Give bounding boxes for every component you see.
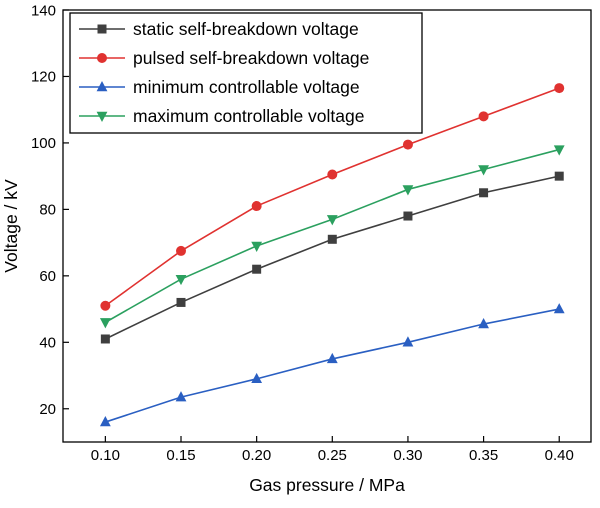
marker-circle — [251, 201, 262, 212]
marker-triangle-down — [96, 111, 108, 122]
marker-triangle-up — [175, 391, 187, 402]
marker-triangle-down — [99, 318, 111, 329]
legend-box — [69, 12, 423, 134]
marker-square — [554, 171, 564, 181]
x-tick-label: 0.35 — [469, 447, 498, 464]
marker-triangle-up — [326, 352, 338, 364]
legend-item-2: minimum controllable voltage — [79, 77, 360, 97]
legend-label: minimum controllable voltage — [133, 77, 360, 97]
marker-triangle-down — [553, 145, 565, 156]
marker-triangle-down — [478, 165, 489, 176]
legend-label: pulsed self-breakdown voltage — [133, 48, 369, 68]
legend-item-3: maximum controllable voltage — [79, 106, 365, 126]
legend-label: static self-breakdown voltage — [133, 19, 359, 39]
y-tick-label: 120 — [31, 69, 56, 86]
x-tick-label: 0.40 — [545, 447, 574, 464]
series-3 — [99, 145, 565, 329]
legend: static self-breakdown voltage pulsed self… — [69, 12, 423, 134]
x-axis: 0.10 0.15 0.20 0.25 0.30 0.35 0.40 — [91, 436, 574, 464]
marker-circle — [100, 300, 111, 311]
marker-circle — [554, 83, 565, 94]
marker-circle — [327, 169, 338, 180]
series-line — [105, 175, 560, 340]
marker-triangle-down — [251, 241, 263, 252]
marker-square — [327, 234, 337, 244]
marker-square — [97, 24, 107, 34]
legend-item-1: pulsed self-breakdown voltage — [79, 48, 369, 68]
y-tick-label: 140 — [31, 2, 56, 19]
marker-triangle-up — [553, 303, 565, 314]
marker-square — [479, 188, 489, 198]
marker-triangle-down — [175, 274, 187, 286]
series-2 — [99, 303, 565, 427]
marker-circle — [478, 111, 489, 122]
marker-square — [252, 264, 262, 274]
marker-triangle-up — [251, 372, 263, 384]
x-tick-label: 0.25 — [318, 447, 347, 464]
series-1 — [100, 83, 565, 311]
x-tick-label: 0.20 — [242, 447, 271, 464]
marker-square — [100, 334, 110, 344]
y-tick-label: 100 — [31, 135, 56, 152]
marker-triangle-up — [96, 81, 108, 92]
x-tick-label: 0.30 — [393, 447, 422, 464]
x-tick-label: 0.10 — [91, 447, 120, 464]
series-line — [105, 308, 560, 423]
y-axis-title: Voltage / kV — [1, 179, 21, 273]
legend-label: maximum controllable voltage — [133, 106, 365, 126]
y-tick-label: 20 — [39, 401, 56, 418]
marker-triangle-up — [478, 318, 489, 329]
y-tick-label: 60 — [39, 268, 56, 285]
y-tick-label: 80 — [39, 202, 56, 219]
x-axis-title: Gas pressure / MPa — [249, 475, 405, 495]
marker-circle — [97, 53, 107, 63]
series-0 — [100, 171, 564, 344]
marker-circle — [402, 139, 413, 150]
marker-triangle-up — [402, 336, 414, 347]
marker-triangle-up — [99, 416, 111, 427]
y-axis: 20 40 60 80 100 120 140 — [31, 2, 69, 418]
marker-triangle-down — [326, 215, 338, 226]
marker-square — [176, 297, 186, 307]
marker-triangle-down — [402, 185, 414, 196]
y-tick-label: 40 — [39, 335, 56, 352]
marker-circle — [176, 245, 187, 256]
x-tick-label: 0.15 — [166, 447, 195, 464]
axes — [62, 9, 592, 443]
marker-square — [403, 211, 413, 221]
legend-item-0: static self-breakdown voltage — [79, 19, 359, 39]
